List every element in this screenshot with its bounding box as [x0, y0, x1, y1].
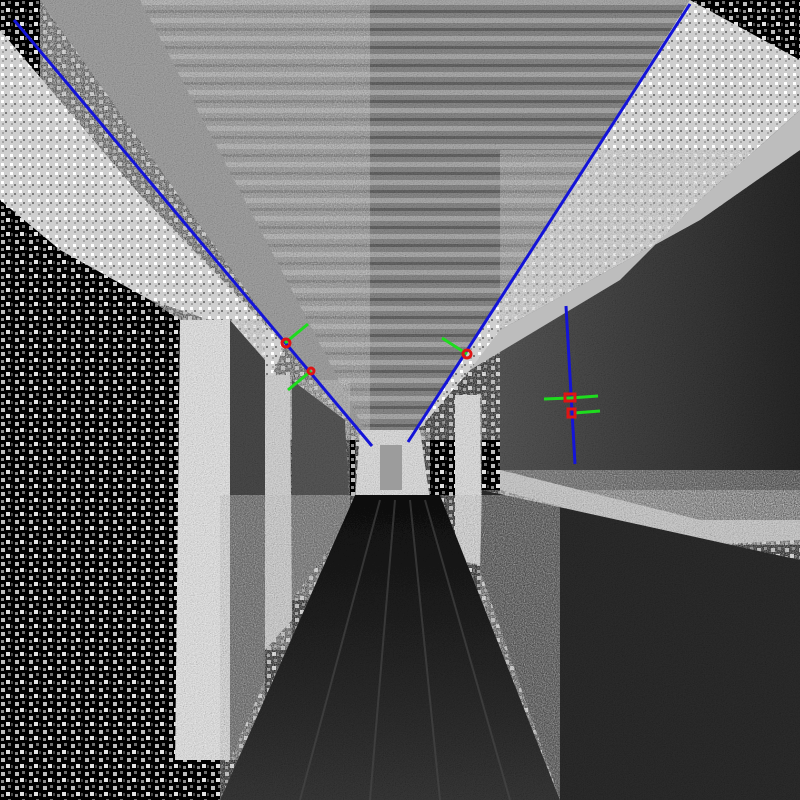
anchor-markers — [280, 337, 577, 419]
ceiling-left-band — [40, 0, 370, 440]
anchor-marker — [306, 366, 316, 376]
right-wall-outer — [470, 110, 800, 370]
floor-surface — [220, 495, 560, 800]
anchor-marker — [461, 348, 473, 360]
left-wall-upper — [0, 30, 285, 380]
right-wall-vertical-edge-line — [564, 305, 577, 465]
left-wall-outer — [0, 200, 180, 780]
normal-segment — [287, 369, 312, 392]
anchor-marker — [563, 392, 577, 403]
left-wall-far — [292, 380, 350, 600]
right-wall-lower — [480, 490, 800, 800]
right-wall-ledge — [500, 470, 800, 545]
corridor-vanishing-opening — [380, 445, 402, 490]
right-ceiling-edge-line — [406, 3, 692, 443]
ceiling-surface — [40, 0, 690, 440]
anchor-marker — [280, 337, 292, 349]
left-wall-column — [175, 320, 230, 760]
left-wall-shadow — [230, 320, 265, 760]
right-door-column — [455, 395, 482, 565]
left-door-frame — [265, 375, 292, 650]
normal-segment — [573, 409, 601, 415]
right-wall-panel — [500, 150, 800, 520]
floor-streaks — [299, 499, 511, 800]
anchor-marker — [566, 407, 577, 419]
